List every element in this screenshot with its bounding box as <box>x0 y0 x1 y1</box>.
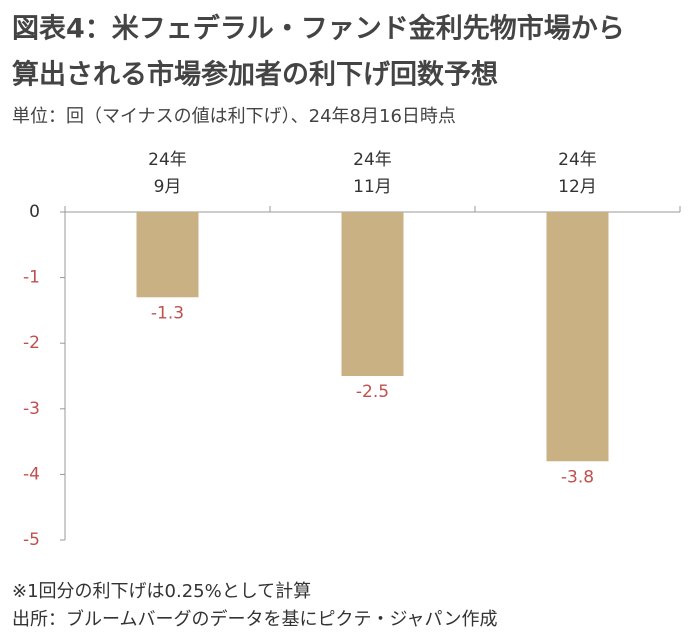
data-label: -1.3 <box>151 303 184 323</box>
bar <box>546 212 609 462</box>
note: 出所：ブルームバーグのデータを基にピクテ・ジャパン作成 <box>12 608 497 630</box>
data-label: -2.5 <box>356 382 389 402</box>
y-tick-label: -2 <box>23 333 40 353</box>
x-tick-label: 24年 <box>558 150 597 170</box>
x-tick-label: 12月 <box>558 177 597 197</box>
chart-title: 図表4：米フェデラル・ファンド金利先物市場から <box>12 13 625 45</box>
x-tick-label: 9月 <box>154 177 182 197</box>
x-tick-label: 24年 <box>353 150 392 170</box>
data-label: -3.8 <box>561 467 594 487</box>
y-tick-label: -4 <box>23 464 40 484</box>
chart-title: 算出される市場参加者の利下げ回数予想 <box>12 59 498 91</box>
y-tick-label: -5 <box>23 530 40 550</box>
y-tick-label: -3 <box>23 399 40 419</box>
y-tick-label: -1 <box>23 268 40 288</box>
bar <box>136 212 199 298</box>
bar <box>341 212 404 376</box>
note: ※1回分の利下げは0.25%として計算 <box>12 581 311 602</box>
x-tick-label: 24年 <box>148 150 187 170</box>
chart-subtitle: 単位：回（マイナスの値は利下げ）、24年8月16日時点 <box>12 106 456 127</box>
x-tick-label: 11月 <box>353 177 392 197</box>
y-tick-label: 0 <box>29 202 40 222</box>
